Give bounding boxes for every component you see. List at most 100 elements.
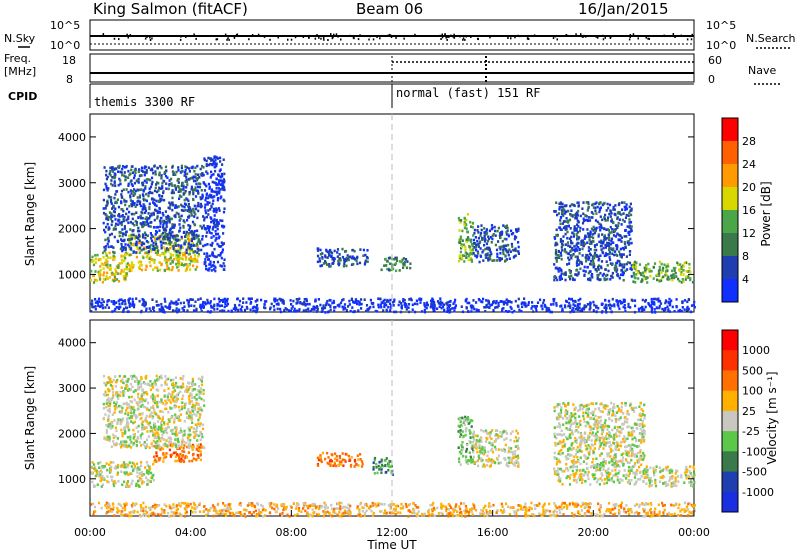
data-cell [143,204,146,208]
data-cell [483,236,486,240]
data-cell [121,232,125,235]
data-cell [185,180,189,184]
data-cell [142,480,146,484]
data-cell [641,271,644,275]
data-cell [310,308,314,311]
data-cell [118,302,121,306]
data-cell [553,237,557,240]
data-cell [571,254,574,257]
data-cell [127,413,130,417]
data-cell [592,206,595,209]
data-cell [578,236,581,239]
data-cell [192,197,195,201]
data-cell [145,181,148,184]
data-cell [514,254,517,257]
data-cell [135,444,138,447]
data-cell [564,305,567,309]
data-cell [459,241,462,244]
data-cell [689,270,692,274]
data-cell [458,219,461,222]
data-cell [656,278,659,282]
data-cell [505,224,508,228]
data-cell [581,239,585,243]
data-cell [498,259,501,262]
data-cell [190,185,193,189]
data-cell [186,410,189,413]
data-cell [214,225,217,229]
data-cell [119,231,122,234]
data-cell [627,214,630,217]
data-cell [598,240,601,244]
data-cell [161,415,165,419]
data-cell [179,390,182,394]
data-cell [662,275,665,279]
data-cell [389,309,392,312]
data-cell [610,212,613,215]
data-cell [144,209,148,213]
data-cell [169,256,172,260]
data-cell [174,206,177,209]
data-cell [334,452,337,455]
data-cell [203,404,206,407]
data-cell [114,402,118,406]
data-cell [177,257,180,261]
data-cell [593,248,596,252]
data-cell [307,307,310,311]
data-cell [557,254,560,257]
data-cell [196,251,199,254]
data-cell [568,218,572,222]
data-cell [175,399,178,402]
data-cell [411,308,414,311]
data-cell [136,436,139,439]
data-cell [112,228,115,231]
data-cell [161,433,164,437]
data-cell [291,305,294,308]
data-cell [174,405,177,409]
data-cell [140,400,143,403]
data-cell [124,178,127,182]
data-cell [197,434,200,437]
data-cell [110,232,113,236]
data-cell [500,233,503,236]
data-cell [145,438,149,442]
data-cell [610,275,613,278]
data-cell [119,170,122,174]
data-cell [301,302,304,306]
data-cell [439,300,442,303]
data-cell [160,176,163,179]
data-cell [650,305,653,309]
data-cell [133,236,136,240]
data-cell [177,169,180,172]
data-cell [616,216,619,219]
data-cell [446,309,450,312]
data-cell [188,459,191,463]
data-cell [121,299,125,303]
data-cell [179,301,182,305]
data-cell [191,459,194,463]
data-cell [180,166,183,170]
data-cell [577,246,580,249]
data-cell [557,250,560,253]
data-cell [185,456,188,459]
data-cell [189,392,192,395]
y-tick-label: 2000 [58,223,86,236]
data-cell [328,253,331,257]
data-cell [633,299,637,302]
data-cell [107,218,110,221]
data-cell [121,418,124,422]
data-cell [166,238,170,241]
data-cell [344,249,348,253]
data-cell [475,245,478,249]
data-cell [316,308,319,311]
data-cell [358,303,361,306]
data-cell [127,444,131,448]
data-cell [650,269,653,273]
data-cell [458,256,461,260]
data-cell [627,230,630,234]
data-cell [321,257,324,260]
data-cell [382,309,385,312]
data-cell [114,193,117,196]
data-cell [630,229,633,233]
data-cell [460,219,463,222]
data-cell [279,307,282,311]
